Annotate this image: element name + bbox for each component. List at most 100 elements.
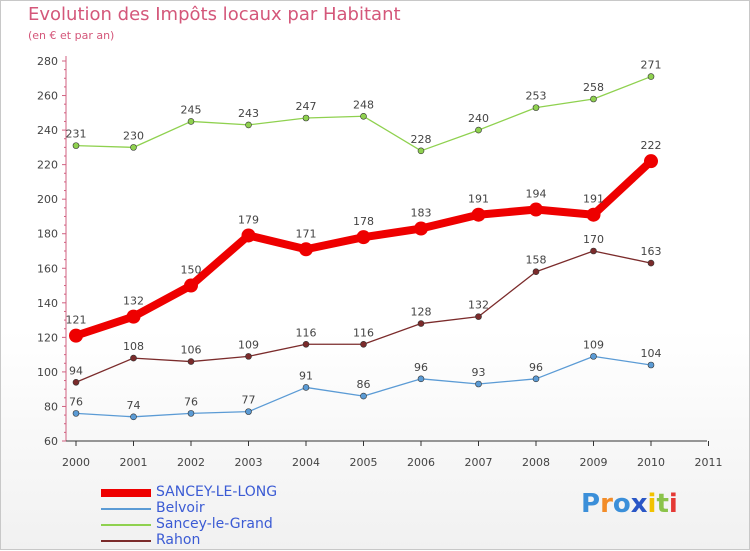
data-point xyxy=(245,121,252,129)
legend-label: Rahon xyxy=(156,532,201,548)
data-label: 132 xyxy=(468,299,489,312)
data-point xyxy=(417,320,425,327)
y-tick-label: 60 xyxy=(44,435,58,448)
data-point xyxy=(245,353,252,360)
data-label: 128 xyxy=(411,306,432,319)
data-label: 179 xyxy=(238,213,259,226)
data-point xyxy=(130,144,137,151)
y-tick-label: 220 xyxy=(37,159,58,172)
data-label: 150 xyxy=(181,264,202,277)
logo-letter: P xyxy=(581,489,601,519)
data-point xyxy=(299,242,313,257)
logo-letter: o xyxy=(612,489,631,519)
x-tick-label: 2006 xyxy=(407,456,435,469)
data-point xyxy=(532,375,540,383)
data-label: 94 xyxy=(69,364,83,377)
data-point xyxy=(126,309,141,324)
data-label: 109 xyxy=(583,338,604,351)
data-point xyxy=(414,221,428,236)
data-label: 247 xyxy=(296,100,317,113)
x-tick-label: 2009 xyxy=(580,456,608,469)
data-point xyxy=(184,278,198,293)
series-group xyxy=(69,73,658,421)
legend-label: SANCEY-LE-LONG xyxy=(156,484,278,500)
data-label: 121 xyxy=(66,314,87,327)
y-tick-label: 200 xyxy=(37,193,58,206)
data-point xyxy=(360,112,367,120)
y-tick-label: 260 xyxy=(37,90,58,103)
data-label: 77 xyxy=(242,394,256,407)
data-point xyxy=(302,340,310,348)
data-point xyxy=(532,104,540,111)
data-point xyxy=(475,380,482,388)
x-tick-label: 2001 xyxy=(120,456,148,469)
data-point xyxy=(475,126,482,134)
data-label: 243 xyxy=(238,107,259,120)
data-label: 96 xyxy=(529,361,543,374)
data-label: 253 xyxy=(526,90,547,103)
data-point xyxy=(72,142,80,149)
data-point xyxy=(475,313,482,320)
data-point xyxy=(590,353,597,360)
data-point xyxy=(417,375,425,383)
y-tick-label: 140 xyxy=(37,297,58,310)
series-belvoir xyxy=(72,353,655,421)
x-tick-label: 2007 xyxy=(465,456,493,469)
data-label: 240 xyxy=(468,112,489,125)
logo-letter: i xyxy=(668,489,678,519)
data-label: 222 xyxy=(641,139,662,152)
data-label: 91 xyxy=(299,369,313,382)
data-label: 170 xyxy=(583,233,604,246)
data-point xyxy=(245,408,252,415)
legend-label: Sancey-le-Grand xyxy=(156,516,273,532)
series-line xyxy=(72,157,655,340)
data-label: 158 xyxy=(526,254,547,267)
legend-swatch xyxy=(101,524,151,526)
data-point xyxy=(302,384,310,391)
data-point xyxy=(302,114,310,122)
data-point xyxy=(187,358,195,365)
data-point xyxy=(187,410,195,417)
x-tick-label: 2011 xyxy=(695,456,723,469)
series-rahon xyxy=(72,247,655,386)
data-label: 248 xyxy=(353,98,374,111)
y-tick-label: 120 xyxy=(37,331,58,344)
data-label: 108 xyxy=(123,340,144,353)
data-label: 194 xyxy=(526,188,547,201)
x-tick-label: 2002 xyxy=(177,456,205,469)
data-point xyxy=(360,340,367,348)
chart-subtitle: (en € et par an) xyxy=(28,29,115,42)
data-point xyxy=(130,354,137,362)
data-label: 93 xyxy=(472,366,486,379)
series-sancey-le-grand xyxy=(72,73,655,155)
y-tick-label: 240 xyxy=(37,124,58,137)
data-point xyxy=(590,95,597,103)
data-label: 96 xyxy=(414,361,428,374)
x-tick-label: 2008 xyxy=(522,456,550,469)
legend-swatch xyxy=(101,489,151,497)
data-labels: 76 74 76 77 91 86 96 93 96 109 104 231 230 245 243 247 2… xyxy=(66,59,662,412)
data-label: 171 xyxy=(296,227,317,240)
data-point xyxy=(647,259,655,267)
x-tick-label: 2004 xyxy=(292,456,320,469)
axes: 60 80 100 120 140 160 180 200 220 240 260 280 2000 20… xyxy=(37,55,723,469)
data-label: 86 xyxy=(357,378,371,391)
data-label: 163 xyxy=(641,245,662,258)
x-tick-label: 2003 xyxy=(235,456,263,469)
data-point xyxy=(471,207,486,222)
data-point xyxy=(647,361,655,369)
data-point xyxy=(69,328,83,343)
series-sancey-le-long xyxy=(69,154,658,343)
x-tick-label: 2005 xyxy=(350,456,378,469)
legend-label: Belvoir xyxy=(156,500,205,516)
data-point xyxy=(187,118,195,125)
logo-letter: t xyxy=(656,489,669,519)
data-label: 74 xyxy=(127,399,141,412)
data-label: 76 xyxy=(69,395,83,408)
data-point xyxy=(644,154,658,169)
data-label: 109 xyxy=(238,338,259,351)
data-label: 271 xyxy=(641,59,662,72)
data-label: 183 xyxy=(411,207,432,220)
data-label: 245 xyxy=(181,103,202,116)
